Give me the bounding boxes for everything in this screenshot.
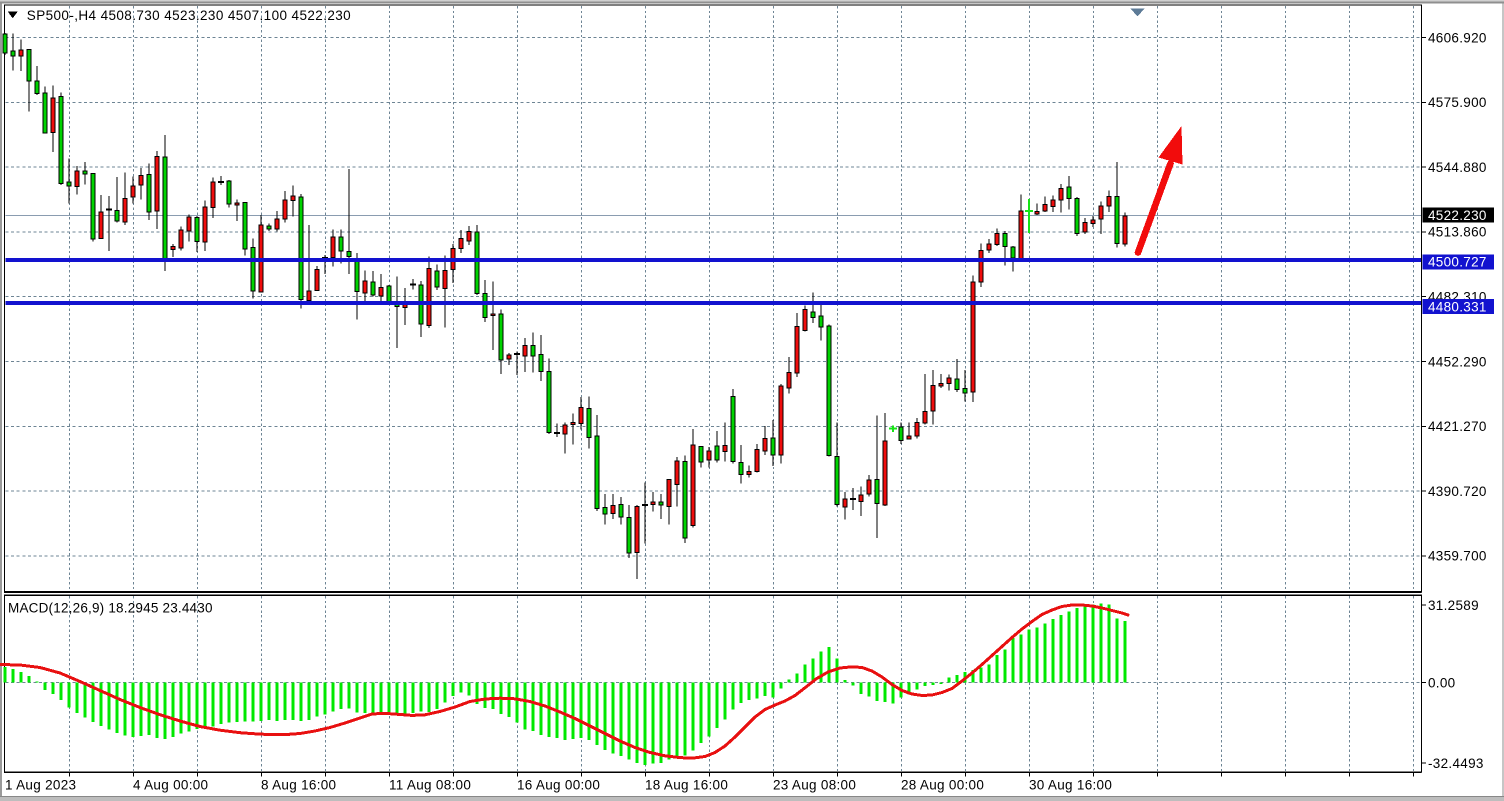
svg-text:28 Aug 00:00: 28 Aug 00:00 — [901, 777, 984, 792]
svg-text:11 Aug 08:00: 11 Aug 08:00 — [389, 777, 471, 792]
svg-text:4480.331: 4480.331 — [1428, 299, 1487, 314]
svg-text:-32.4493: -32.4493 — [1428, 756, 1484, 771]
svg-text:0.00: 0.00 — [1428, 675, 1455, 690]
svg-text:SP500-,H4 4508.730 4523.230 4: SP500-,H4 4508.730 4523.230 4507.100 452… — [27, 8, 351, 23]
svg-text:4359.700: 4359.700 — [1428, 549, 1487, 564]
svg-text:1 Aug 2023: 1 Aug 2023 — [5, 777, 76, 792]
svg-text:4390.720: 4390.720 — [1428, 484, 1487, 499]
svg-text:MACD(12,26,9) 18.2945 23.4430: MACD(12,26,9) 18.2945 23.4430 — [8, 601, 213, 616]
svg-text:4 Aug 00:00: 4 Aug 00:00 — [133, 777, 208, 792]
svg-text:4513.860: 4513.860 — [1428, 225, 1487, 240]
svg-text:4500.727: 4500.727 — [1428, 255, 1487, 270]
svg-text:4606.920: 4606.920 — [1428, 30, 1487, 45]
svg-text:4575.900: 4575.900 — [1428, 95, 1487, 110]
svg-text:31.2589: 31.2589 — [1428, 598, 1479, 613]
svg-text:8 Aug 16:00: 8 Aug 16:00 — [261, 777, 336, 792]
svg-text:23 Aug 08:00: 23 Aug 08:00 — [773, 777, 856, 792]
svg-text:18 Aug 16:00: 18 Aug 16:00 — [645, 777, 728, 792]
svg-text:16 Aug 00:00: 16 Aug 00:00 — [517, 777, 600, 792]
svg-text:30 Aug 16:00: 30 Aug 16:00 — [1029, 777, 1112, 792]
svg-text:4452.290: 4452.290 — [1428, 354, 1487, 369]
svg-text:4522.230: 4522.230 — [1428, 208, 1487, 223]
svg-text:4421.270: 4421.270 — [1428, 419, 1487, 434]
svg-text:4544.880: 4544.880 — [1428, 160, 1487, 175]
